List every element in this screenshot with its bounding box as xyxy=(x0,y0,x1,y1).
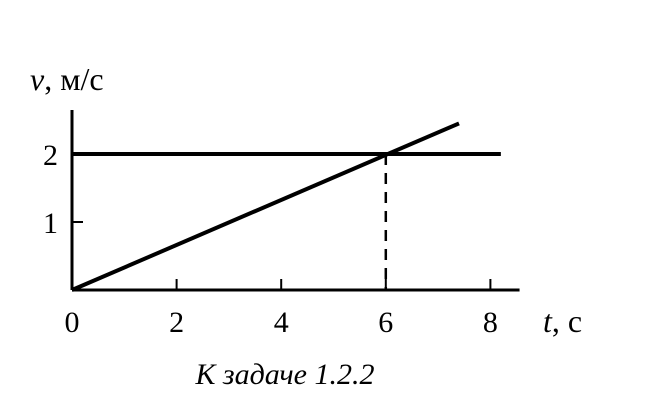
x-tick-label: 0 xyxy=(65,306,80,339)
series-line-2 xyxy=(71,121,460,292)
figure-caption: К задаче 1.2.2 xyxy=(194,358,374,391)
x-tick-label: 2 xyxy=(169,306,184,339)
y-axis-ticks: 12 xyxy=(43,139,83,240)
x-axis-ticks: 0 2 4 6 8 xyxy=(65,279,498,339)
x-axis-unit: , с xyxy=(552,303,582,339)
x-tick-label: 6 xyxy=(378,306,393,339)
y-tick-label: 2 xyxy=(43,139,58,172)
x-axis-title: t, с xyxy=(543,303,582,339)
y-axis-title: v, м/с xyxy=(30,61,104,97)
y-axis-variable: v xyxy=(30,61,45,97)
series-layer xyxy=(71,121,501,292)
x-tick-label: 8 xyxy=(483,306,498,339)
x-tick-label: 4 xyxy=(274,306,289,339)
y-axis-unit: , м/с xyxy=(44,61,103,97)
x-axis-variable: t xyxy=(543,303,553,339)
y-tick-label: 1 xyxy=(43,207,58,240)
